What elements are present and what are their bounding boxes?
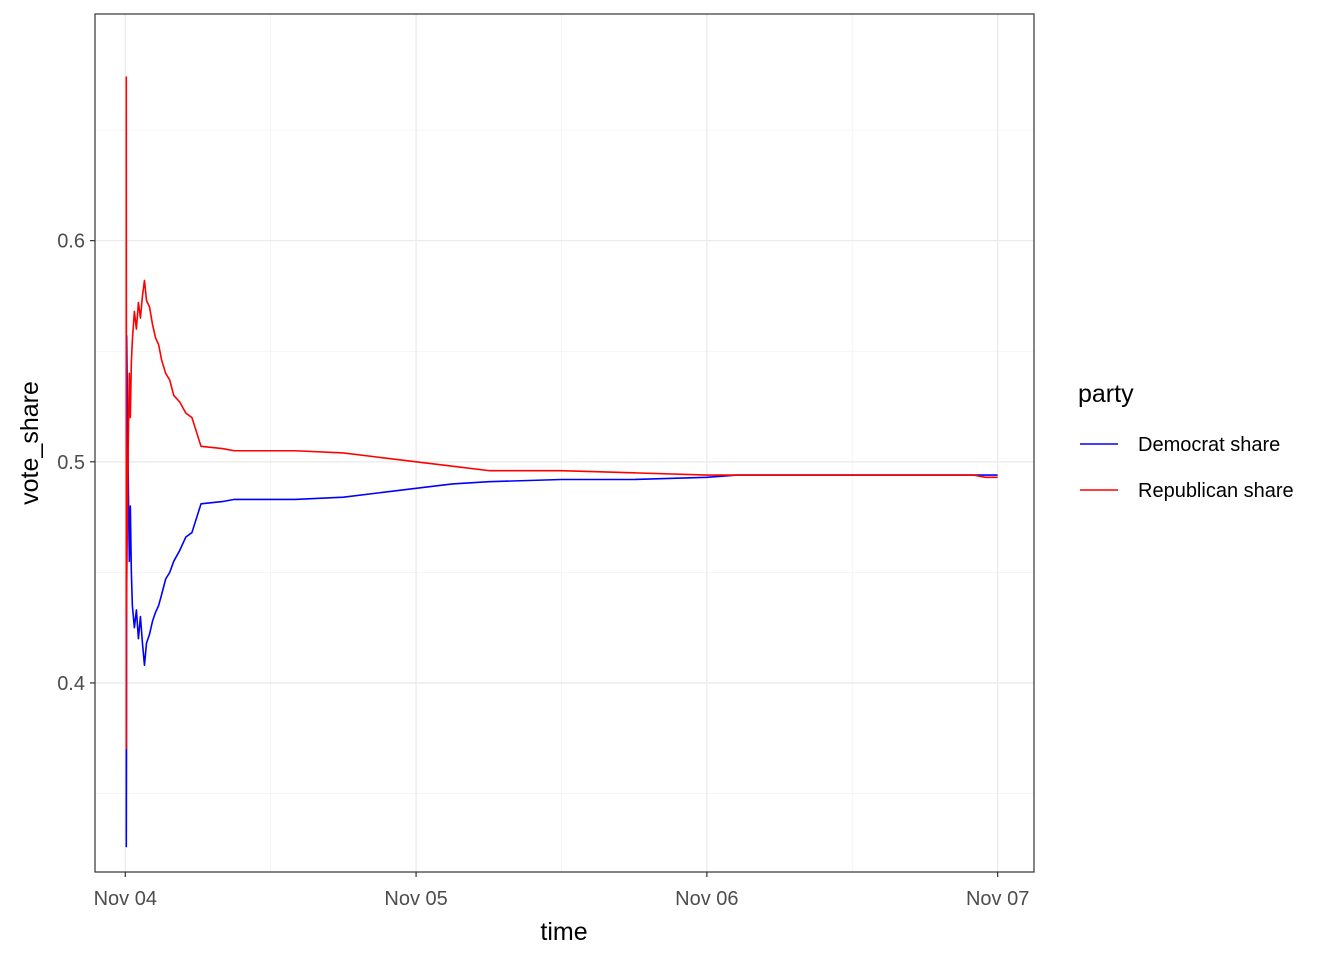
y-tick-label: 0.5 — [57, 452, 85, 474]
x-axis-title: time — [540, 918, 587, 946]
grid-layer — [95, 14, 1034, 872]
y-tick-label: 0.4 — [57, 673, 85, 695]
y-axis-title: vote_share — [16, 381, 44, 505]
legend-title: party — [1078, 380, 1134, 408]
series-line-republican — [125, 76, 998, 750]
legend-label-democrat: Democrat share — [1138, 434, 1280, 456]
y-tick-label: 0.6 — [57, 231, 85, 253]
x-tick-label: Nov 06 — [675, 888, 738, 910]
legend: party Democrat share Republican share — [1078, 380, 1294, 502]
x-tick-label: Nov 07 — [966, 888, 1029, 910]
series-line-democrat — [125, 334, 998, 848]
tick-layer: 0.4 0.5 0.6 Nov 04 Nov 05 Nov 06 Nov 07 — [57, 231, 1029, 910]
x-tick-label: Nov 04 — [94, 888, 157, 910]
x-tick-label: Nov 05 — [384, 888, 447, 910]
panel-border — [94, 13, 1035, 873]
legend-entries: Democrat share Republican share — [1080, 434, 1294, 502]
legend-label-republican: Republican share — [1138, 480, 1294, 502]
series-layer — [125, 76, 998, 848]
